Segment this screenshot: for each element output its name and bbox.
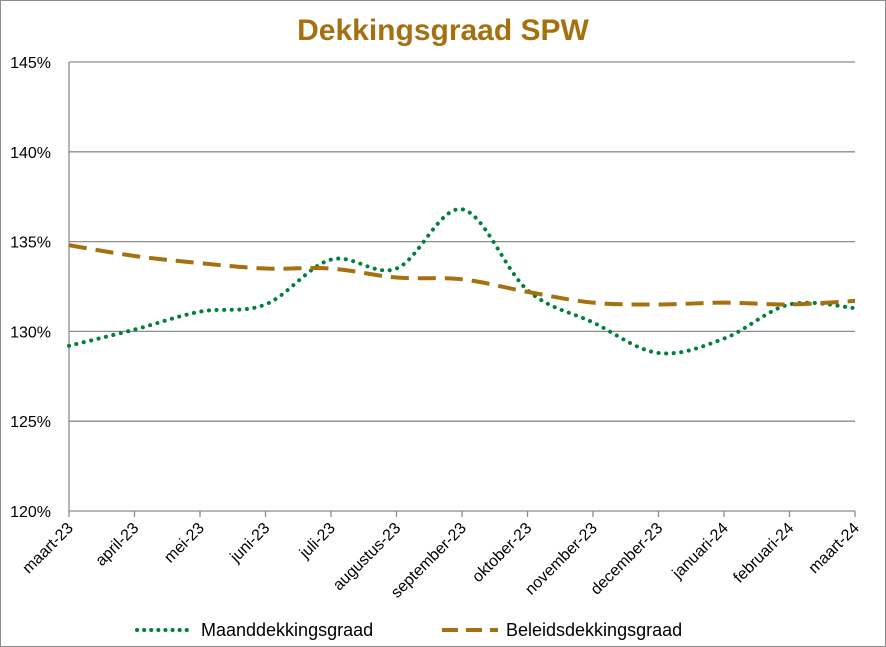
legend: Maanddekkingsgraad Beleidsdekkingsgraad bbox=[0, 618, 886, 642]
x-tick-label: februari-24 bbox=[731, 520, 798, 587]
y-tick-label: 145% bbox=[10, 55, 51, 72]
y-tick-label: 125% bbox=[10, 414, 51, 431]
series-line-beleidsdekkingsgraad bbox=[68, 243, 856, 307]
x-tick-label: augustus-23 bbox=[330, 520, 404, 594]
y-tick-label: 140% bbox=[10, 145, 51, 162]
x-tick-label: maart-24 bbox=[806, 520, 863, 577]
x-tick-label: maart-23 bbox=[20, 520, 77, 577]
x-tick-label: juli-23 bbox=[296, 520, 339, 563]
dashed-line-icon bbox=[442, 628, 498, 632]
axes bbox=[68, 62, 856, 517]
dotted-line-icon bbox=[135, 628, 195, 632]
x-tick-label: januari-24 bbox=[669, 520, 732, 583]
y-tick-label: 135% bbox=[10, 235, 51, 252]
x-tick-label: april-23 bbox=[93, 520, 143, 570]
legend-label: Beleidsdekkingsgraad bbox=[506, 619, 683, 640]
series-line-maanddekkingsgraad bbox=[67, 207, 857, 356]
legend-item-maanddekkingsgraad: Maanddekkingsgraad bbox=[135, 618, 373, 642]
x-tick-label: mei-23 bbox=[161, 520, 208, 567]
y-tick-label: 130% bbox=[10, 324, 51, 341]
y-tick-label: 120% bbox=[10, 504, 51, 521]
x-tick-label: oktober-23 bbox=[469, 520, 535, 586]
series-lines bbox=[67, 207, 857, 356]
chart-title: Dekkingsgraad SPW bbox=[297, 14, 589, 47]
gridlines bbox=[69, 61, 855, 422]
legend-label: Maanddekkingsgraad bbox=[201, 619, 374, 640]
x-tick-labels: maart-23 april-23 mei-23 juni-23 juli-23augu… bbox=[20, 520, 863, 602]
y-tick-labels: 120% 125% 130% 135% 140% 145% bbox=[10, 55, 51, 521]
x-tick-label: juni-23 bbox=[227, 520, 274, 567]
legend-item-beleidsdekkingsgraad: Beleidsdekkingsgraad bbox=[440, 618, 682, 642]
